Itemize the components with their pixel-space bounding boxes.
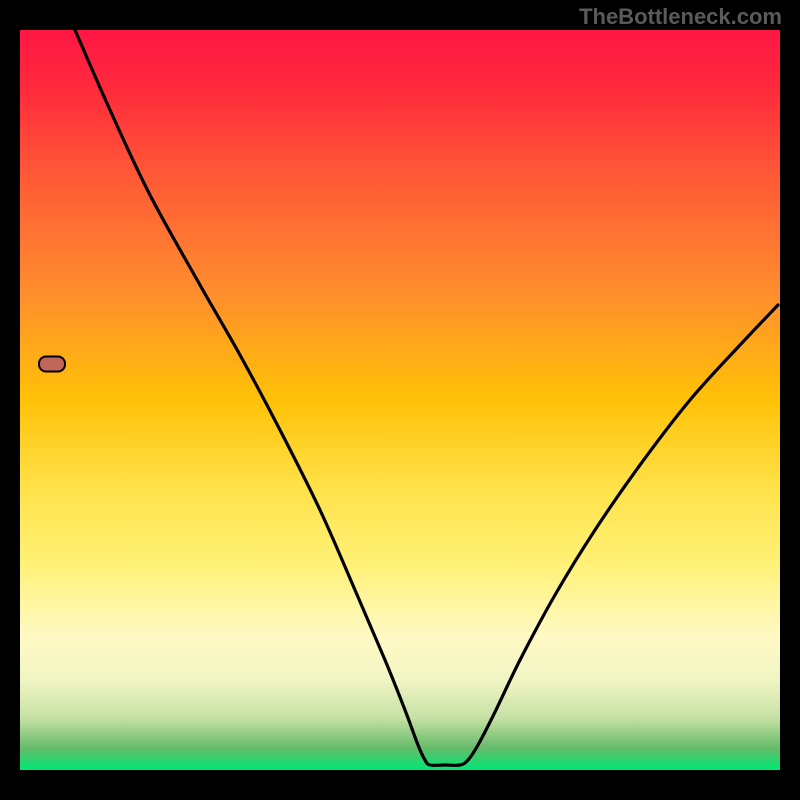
plot-gradient-area [20,30,780,770]
watermark-text: TheBottleneck.com [579,4,782,30]
